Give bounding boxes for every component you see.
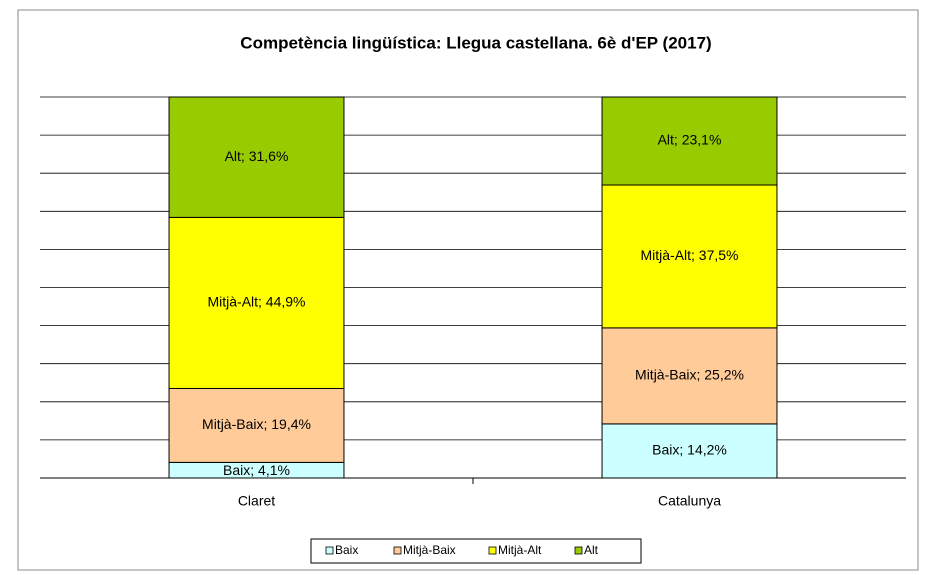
chart-title: Competència lingüística: Llegua castella… — [240, 33, 711, 52]
legend-label: Baix — [335, 543, 358, 557]
bar-segment — [168, 387, 345, 463]
legend-label: Mitjà-Alt — [498, 543, 542, 557]
bar-segment — [168, 96, 345, 218]
bar-segment — [601, 184, 778, 329]
legend: Baix Mitjà-Baix Mitjà-Alt Alt — [325, 543, 599, 557]
data-label: Baix; 4,1% — [223, 462, 290, 478]
data-label: Alt; 23,1% — [658, 132, 722, 148]
data-label: Mitjà-Alt; 44,9% — [207, 294, 305, 310]
data-label: Mitjà-Baix; 19,4% — [202, 416, 311, 432]
legend-label: Alt — [584, 543, 599, 557]
legend-swatch — [488, 546, 497, 555]
x-tick-label: Claret — [238, 493, 275, 509]
bar-segment — [601, 327, 778, 425]
data-label: Mitjà-Alt; 37,5% — [640, 247, 738, 263]
legend-box — [310, 538, 642, 564]
legend-swatch — [325, 546, 334, 555]
bar-segment — [168, 216, 345, 389]
legend-swatch — [574, 546, 583, 555]
bar-segment — [601, 423, 778, 479]
legend-swatch — [393, 546, 402, 555]
data-label: Mitjà-Baix; 25,2% — [635, 367, 744, 383]
data-label: Alt; 31,6% — [225, 148, 289, 164]
bar-segment — [601, 96, 778, 186]
x-tick-label: Catalunya — [658, 493, 721, 509]
data-label: Baix; 14,2% — [652, 442, 727, 458]
legend-label: Mitjà-Baix — [403, 543, 456, 557]
chart-frame — [17, 9, 919, 571]
